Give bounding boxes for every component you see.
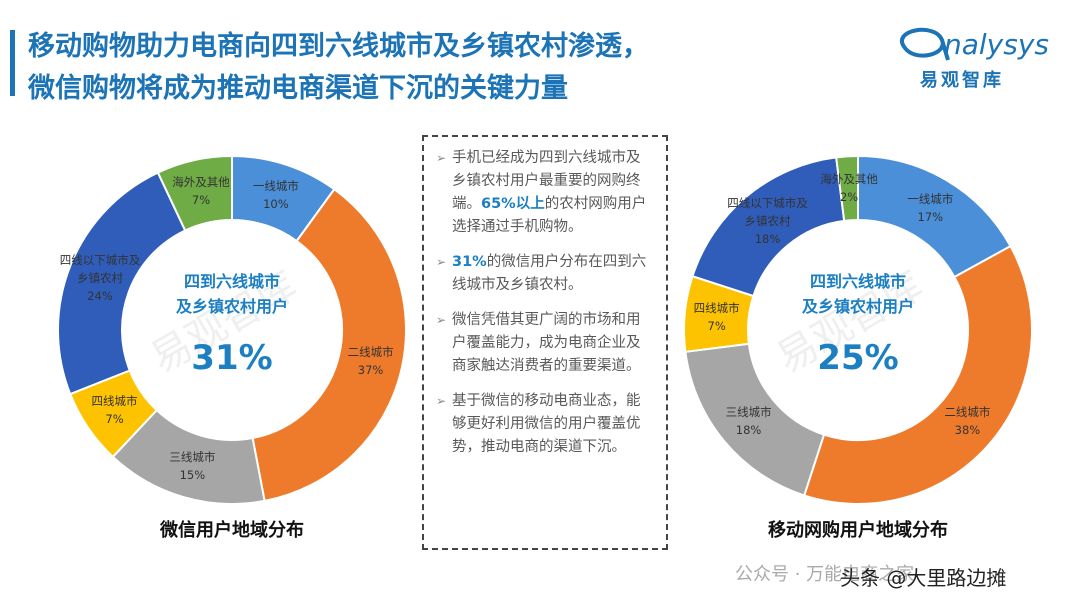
donut-segment [802, 244, 1034, 506]
category-label: 一线城市 [252, 178, 299, 193]
category-label: 海外及其他 [172, 175, 230, 190]
donut-segment [156, 154, 233, 232]
segment-label: 四线以下城市及乡镇农村 24% [58, 251, 142, 305]
category-label: 二线城市 [347, 344, 394, 359]
center-value: 31% [191, 338, 273, 378]
donut-segment [251, 187, 407, 503]
bullet: 手机已经成为四到六线城市及乡镇农村用户最重要的网购终端。65%以上的农村网购用户… [436, 147, 652, 239]
value-label: 7% [105, 411, 124, 426]
value-label: 38% [954, 422, 981, 437]
value-label: 15% [179, 468, 206, 483]
value-label: 24% [87, 288, 113, 303]
value-label: 18% [754, 231, 781, 246]
category-label: 四线以下城市及乡镇农村 [59, 252, 141, 285]
logo-text: nalysys [944, 28, 1049, 61]
title-line: 微信购物将成为推动电商渠道下沉的关键力量 [28, 73, 568, 104]
bullet-text: 的微信用户分布在四到六线城市及乡镇农村。 [452, 254, 647, 293]
value-label: 17% [917, 209, 944, 224]
logo-swoosh [900, 27, 950, 61]
value-label: 2% [839, 190, 859, 205]
text-panel: 手机已经成为四到六线城市及乡镇农村用户最重要的网购终端。65%以上的农村网购用户… [422, 135, 668, 550]
center-label: 及乡镇农村用户 [175, 297, 288, 316]
category-label: 海外及其他 [820, 172, 878, 187]
category-label: 三线城市 [725, 404, 772, 419]
segment-label: 四线城市 7% [675, 299, 759, 335]
category-label: 四线以下城市及乡镇农村 [727, 195, 808, 228]
segment-label: 四线城市 7% [73, 392, 157, 428]
value-label: 7% [707, 318, 726, 333]
segment-label: 三线城市 15% [150, 448, 234, 484]
value-label: 18% [735, 422, 762, 437]
segment-label: 海外及其他 2% [807, 170, 891, 206]
bullet-highlight: 31% [452, 254, 487, 270]
center-label: 四到六线城市 [809, 272, 906, 291]
segment-label: 海外及其他 7% [159, 173, 243, 209]
segment-label: 二线城市 38% [925, 403, 1009, 439]
category-label: 四线城市 [91, 393, 138, 408]
logo-subtext: 易观智库 [920, 70, 1004, 91]
bullet: 基于微信的移动电商业态，能够更好利用微信的用户覆盖优势，推动电商的渠道下沉。 [436, 390, 652, 459]
bullet: 微信凭借其更广阔的市场和用户覆盖能力，成为电商企业及商家触达消费者的重要渠道。 [436, 309, 652, 378]
value-label: 7% [191, 193, 211, 208]
bullet: 31%的微信用户分布在四到六线城市及乡镇农村。 [436, 251, 652, 297]
category-label: 四线城市 [693, 300, 740, 315]
chart-title: 微信用户地域分布 [160, 520, 304, 541]
title-line: 移动购物助力电商向四到六线城市及乡镇农村渗透， [28, 31, 649, 62]
segment-label: 三线城市 18% [707, 403, 791, 439]
bullet-text: 手机已经成为四到六线城市及乡镇农村用户最重要的网购终端。 [452, 150, 641, 212]
center-value: 25% [817, 338, 899, 378]
donut-segment [835, 154, 859, 222]
bullet-text: 的农村网购用户选择通过手机购物。 [452, 196, 647, 235]
donut-segment [57, 171, 187, 396]
category-label: 一线城市 [907, 191, 954, 206]
title-bar [10, 30, 15, 96]
category-label: 三线城市 [169, 450, 216, 465]
chart-title: 移动网购用户地域分布 [768, 520, 948, 541]
footer-account: 公众号 · 万能电商之家 [735, 564, 915, 585]
center-label: 及乡镇农村用户 [801, 297, 914, 316]
bullet-text: 基于微信的移动电商业态，能够更好利用微信的用户覆盖优势，推动电商的渠道下沉。 [452, 393, 641, 455]
category-label: 二线城市 [944, 404, 991, 419]
value-label: 10% [263, 196, 289, 211]
segment-label: 一线城市 17% [888, 190, 972, 226]
center-label: 四到六线城市 [183, 272, 280, 291]
segment-label: 一线城市 10% [234, 177, 318, 213]
segment-label: 二线城市 37% [329, 343, 413, 379]
bullet-highlight: 65%以上 [481, 196, 545, 212]
segment-label: 四线以下城市及乡镇农村 18% [725, 194, 809, 248]
value-label: 37% [357, 362, 384, 377]
bullet-text: 微信凭借其更广阔的市场和用户覆盖能力，成为电商企业及商家触达消费者的重要渠道。 [452, 312, 641, 374]
footer-source: 头条 @大里路边摊 [840, 566, 1007, 590]
